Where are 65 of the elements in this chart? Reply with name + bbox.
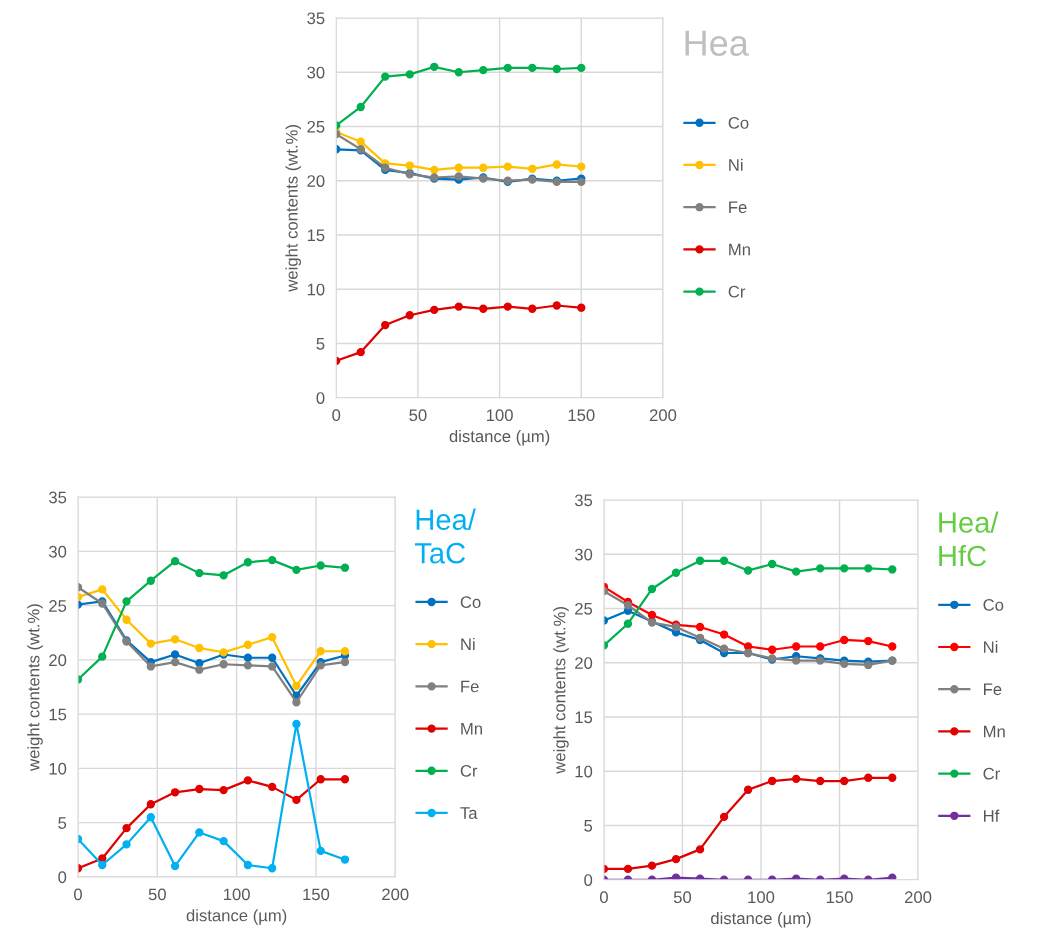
text: Hea/ TaC (414, 508, 476, 564)
x-tick-label: 150 (568, 409, 595, 422)
legend-label: Fe (461, 680, 479, 693)
legend-label: Co (983, 599, 1004, 611)
chart-title: Hea (685, 30, 749, 56)
y-tick-label: 30 (307, 66, 325, 79)
y-tick-label: 30 (574, 548, 593, 561)
x-tick-label: 200 (382, 888, 409, 901)
x-tick-label: 50 (409, 409, 427, 422)
x-tick-label: 100 (748, 891, 775, 904)
y-axis-title: weight contents (wt.%) (285, 125, 302, 292)
legend-label: Ni (729, 158, 743, 171)
legend-label: Fe (984, 683, 1002, 696)
legend-label: Ta (460, 807, 478, 819)
y-tick-label: 10 (575, 765, 593, 778)
legend-label: Mn (984, 725, 1005, 738)
x-axis-title: distance (µm) (449, 429, 550, 446)
legend-label: Mn (729, 243, 750, 256)
legend-label: Mn (461, 722, 482, 735)
y-tick-label: 25 (49, 600, 67, 612)
legend-label: Cr (983, 767, 1000, 780)
y-tick-label: 15 (49, 708, 67, 721)
x-axis-title: distance (µm) (711, 911, 811, 928)
y-tick-label: 0 (58, 871, 67, 884)
y-tick-label: 35 (48, 491, 67, 504)
y-tick-label: 20 (575, 657, 593, 669)
y-tick-label: 35 (307, 12, 325, 25)
x-tick-label: 50 (673, 891, 692, 904)
x-tick-label: 200 (649, 409, 677, 422)
y-tick-label: 35 (574, 494, 593, 507)
x-axis-title: distance (µm) (186, 909, 287, 925)
legend-label: Cr (728, 285, 746, 298)
legend-label: Hf (984, 809, 1000, 822)
x-tick-label: 0 (599, 891, 608, 904)
y-tick-label: 15 (575, 711, 593, 724)
y-tick-label: 25 (575, 602, 593, 615)
y-tick-label: 5 (316, 338, 325, 350)
y-axis-title: weight contents (wt.%) (27, 604, 43, 771)
legend-label: Ni (984, 640, 998, 653)
x-tick-label: 200 (904, 891, 932, 904)
y-tick-label: 0 (584, 874, 593, 886)
y-tick-label: 15 (307, 229, 325, 242)
x-tick-label: 0 (332, 409, 341, 422)
y-axis-title: weight contents (wt.%) (553, 607, 569, 774)
legend-label: Ni (461, 637, 475, 650)
x-tick-label: 100 (486, 409, 513, 422)
x-tick-label: 150 (303, 888, 330, 901)
legend-label: Co (728, 116, 749, 129)
x-tick-label: 0 (74, 888, 82, 901)
y-tick-label: 30 (48, 545, 67, 558)
text: Hea/ HfC (939, 511, 999, 567)
y-tick-label: 0 (316, 392, 325, 404)
y-tick-label: 20 (307, 175, 325, 187)
y-tick-label: 5 (58, 817, 67, 829)
y-tick-label: 5 (584, 820, 593, 832)
y-tick-label: 10 (307, 283, 325, 296)
x-tick-label: 50 (148, 888, 166, 901)
y-tick-label: 25 (307, 120, 325, 133)
legend-label: Fe (729, 201, 747, 214)
y-tick-label: 10 (49, 762, 67, 775)
x-tick-label: 100 (223, 888, 250, 901)
y-tick-label: 20 (49, 654, 67, 667)
legend-label: Co (460, 596, 481, 608)
legend-label: Cr (460, 764, 478, 777)
x-tick-label: 150 (826, 891, 853, 904)
